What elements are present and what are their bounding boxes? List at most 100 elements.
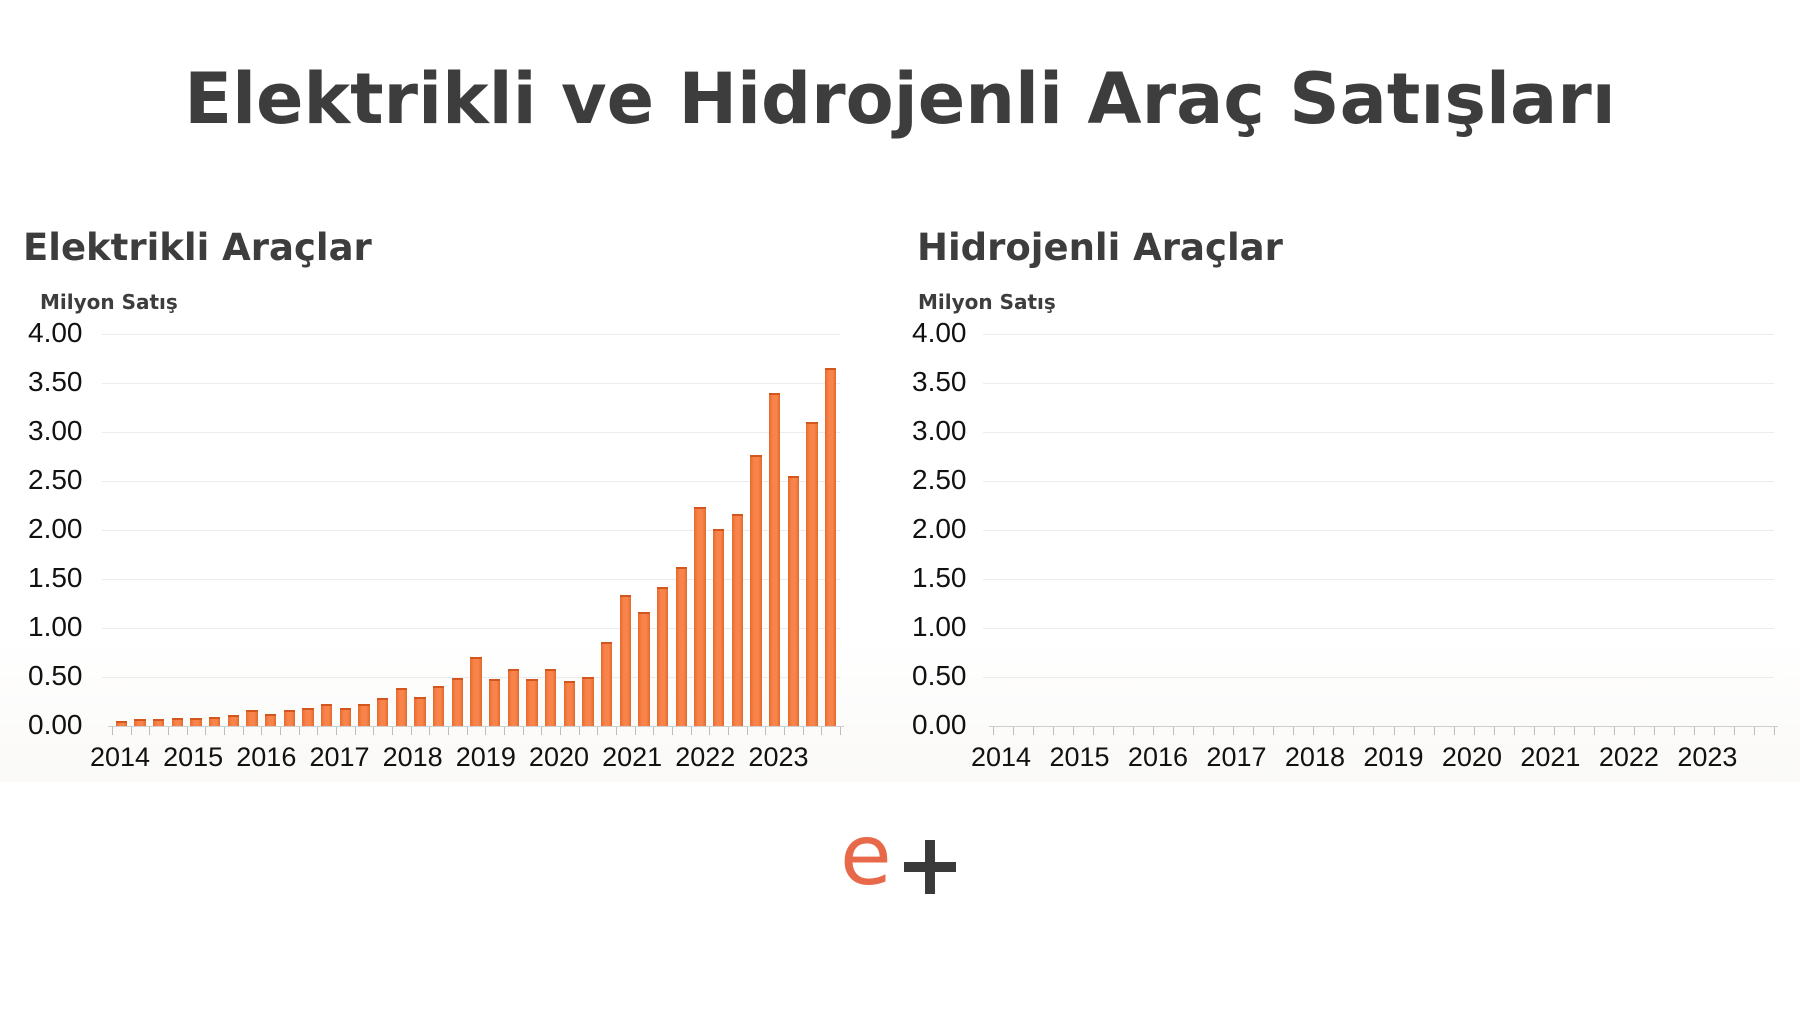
x-tick-mark [1073,727,1075,735]
hydrogen-vehicles-panel: Hidrojenli Araçlar Milyon Satış 0.00 0.50… [894,222,1784,782]
gridline [983,579,1774,580]
x-tick-mark [149,727,151,735]
logo-plus-icon-vertical [925,840,935,894]
x-tick-label: 2016 [1127,742,1188,772]
x-tick-mark [616,727,617,735]
x-tick-mark [1133,727,1135,735]
x-tick-mark [1713,727,1715,735]
x-tick-mark [993,727,994,735]
data-bar [264,714,277,726]
data-bar [339,708,352,726]
electric-vehicles-panel: Elektrikli Araçlar Milyon Satış 0.00 0.50… [0,222,890,782]
x-tick-mark [1093,727,1095,735]
x-tick-mark [168,727,169,735]
x-tick-label: 2022 [1598,742,1659,772]
x-tick-mark [597,727,599,735]
x-tick-mark [1653,727,1655,735]
x-tick-mark [1393,727,1395,735]
x-tick-mark [690,727,692,735]
x-tick-mark [336,727,337,735]
data-bar [320,704,333,726]
x-tick-mark [1433,727,1435,735]
y-tick-label: 3.50 [28,366,83,397]
x-tick-label: 2019 [1363,742,1424,772]
page-title: Elektrikli ve Hidrojenli Araç Satışları [184,58,1616,140]
x-tick-mark [1693,727,1695,735]
x-tick-mark [354,727,356,735]
y-tick-label: 0.50 [912,660,967,691]
x-tick-mark [1493,727,1495,735]
x-tick-mark [821,727,823,735]
x-tick-label: 2015 [1049,742,1110,772]
x-tick-mark [1573,727,1575,735]
data-bar [675,567,688,726]
x-tick-mark [1213,727,1215,735]
y-tick-label: 1.50 [28,562,83,593]
x-tick-label: 2017 [309,742,370,772]
x-tick-mark [1633,727,1635,735]
gridline [983,334,1774,335]
x-tick-mark [1553,727,1555,735]
hydrogen-y-unit-label: Milyon Satış [918,290,1056,314]
gridline [102,481,840,482]
x-tick-mark [1233,727,1235,735]
data-bar [134,719,146,726]
x-tick-mark [429,727,431,735]
x-tick-mark [1593,727,1595,735]
data-bar [115,721,128,726]
data-bar [414,696,426,726]
x-tick-label: 2014 [89,742,151,772]
x-tick-mark [261,727,263,735]
y-tick-label: 1.00 [28,611,83,642]
x-tick-mark [1013,727,1015,735]
x-tick-mark [1733,727,1735,735]
x-tick-mark [1153,727,1155,735]
x-tick-mark [765,727,767,735]
x-tick-label: 2018 [382,742,443,772]
x-tick-mark [1273,727,1275,735]
x-tick-mark [1613,727,1615,735]
x-tick-mark [224,727,225,735]
data-bar [544,669,557,726]
x-tick-mark [653,727,655,735]
x-tick-label: 2023 [1677,742,1738,772]
x-tick-mark [1673,727,1675,735]
x-tick-mark [784,727,785,735]
y-tick-label: 0.00 [28,709,83,740]
gridline [983,432,1774,433]
data-bar [694,507,706,726]
x-tick-mark [186,727,188,735]
x-tick-label: 2020 [528,742,589,772]
data-bar [171,718,184,726]
gridline [983,481,1774,482]
y-tick-label: 2.00 [912,513,967,544]
x-tick-mark [298,727,300,735]
x-tick-mark [1774,727,1775,735]
x-tick-mark [1253,727,1255,735]
data-bar [432,685,445,726]
x-tick-label: 2019 [455,742,516,772]
x-tick-mark [373,727,375,735]
data-bar [526,678,538,726]
x-tick-mark [1333,727,1335,735]
gridline [983,383,1774,384]
x-tick-mark [709,727,711,735]
y-tick-label: 1.00 [912,611,967,642]
x-tick-mark [485,727,487,735]
data-bar [619,594,632,726]
data-bar [470,657,482,726]
data-bar [152,719,165,726]
x-tick-mark [130,727,132,735]
x-tick-mark [392,727,393,735]
y-tick-label: 4.00 [912,317,967,348]
y-tick-label: 4.00 [28,317,83,348]
brand-logo: e [840,806,970,910]
logo-e-letter: e [840,806,892,904]
x-tick-label: 2021 [602,742,663,772]
gridline [983,677,1774,678]
gridline [102,432,840,433]
data-bar [806,422,818,726]
y-tick-label: 2.50 [28,464,83,495]
x-tick-label: 2023 [748,742,809,772]
x-tick-mark [280,727,281,735]
